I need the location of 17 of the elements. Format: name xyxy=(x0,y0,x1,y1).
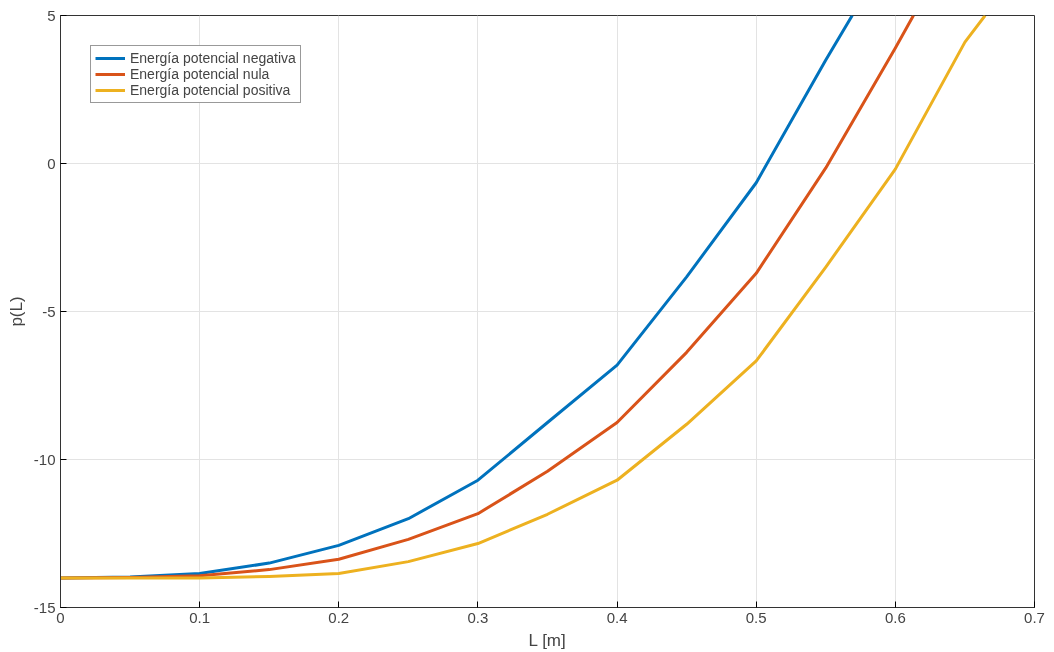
y-tick-label: 5 xyxy=(47,6,56,24)
legend-label: Energía potencial negativa xyxy=(130,50,296,66)
x-tick-label: 0.5 xyxy=(745,608,767,626)
x-tick-label: 0.6 xyxy=(884,608,906,626)
x-tick-label: 0.1 xyxy=(189,608,211,626)
x-tick-label: 0.2 xyxy=(328,608,350,626)
x-tick-label: 0.3 xyxy=(467,608,489,626)
y-tick-label: -5 xyxy=(42,302,56,320)
y-axis-title: p(L) xyxy=(6,296,26,327)
x-axis-title: L [m] xyxy=(528,630,566,650)
y-tick-label: -10 xyxy=(33,450,56,468)
y-tick-label: -15 xyxy=(33,598,56,616)
x-tick-label: 0.7 xyxy=(1024,608,1045,626)
legend-label: Energía potencial positiva xyxy=(130,82,291,98)
y-tick-label: 0 xyxy=(47,154,56,172)
x-tick-label: 0.4 xyxy=(606,608,628,626)
legend-label: Energía potencial nula xyxy=(130,66,270,82)
